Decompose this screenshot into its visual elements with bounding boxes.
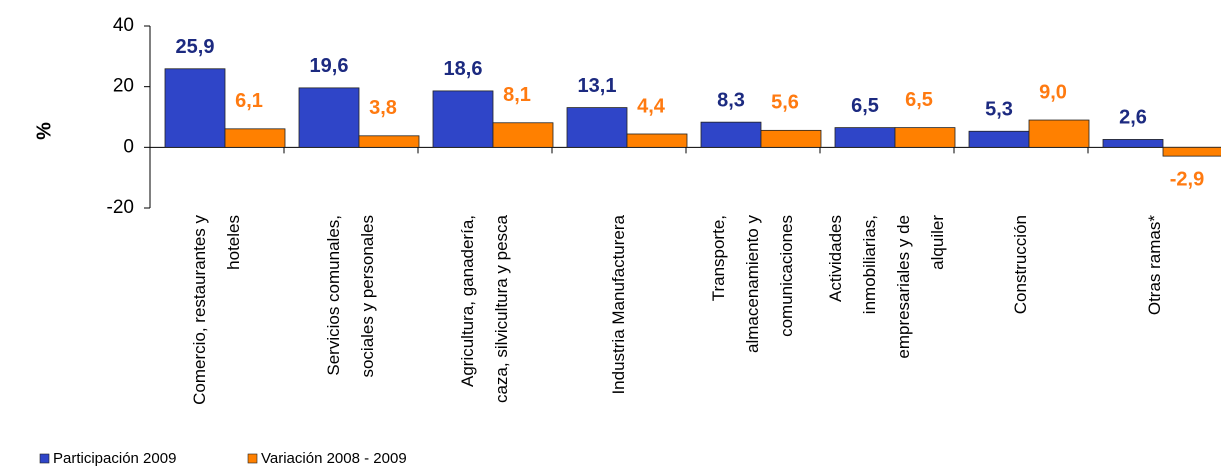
bar <box>1102 139 1164 148</box>
bar <box>968 130 1030 148</box>
value-label: 8,1 <box>503 84 531 106</box>
bar <box>432 90 494 148</box>
bar <box>1162 146 1221 157</box>
bar <box>700 121 762 148</box>
x-tick-label: Servicios comunales, sociales y personal… <box>324 215 377 378</box>
y-tick-label: 20 <box>113 76 134 97</box>
value-label: 9,0 <box>1039 81 1067 103</box>
value-label: 6,1 <box>235 90 263 112</box>
value-label: 4,4 <box>637 95 666 117</box>
y-tick-label: 0 <box>123 136 134 157</box>
x-tick-label: Otras ramas* <box>1145 215 1164 316</box>
bar <box>894 127 956 148</box>
y-axis-label: % <box>33 122 55 140</box>
value-label: 19,6 <box>310 55 349 77</box>
bar <box>224 128 286 148</box>
value-label: 6,5 <box>905 89 933 111</box>
bar <box>1028 119 1090 148</box>
value-label: 25,9 <box>176 36 215 58</box>
bar <box>566 107 628 148</box>
value-label: 18,6 <box>444 58 483 80</box>
legend-swatch <box>39 453 50 464</box>
value-label: 2,6 <box>1119 107 1147 129</box>
x-tick-label: Comercio, restaurantes y hoteles <box>190 215 243 405</box>
bar <box>298 87 360 148</box>
bar <box>760 129 822 148</box>
value-label: 6,5 <box>851 95 879 117</box>
bar <box>358 135 420 148</box>
bar <box>626 133 688 148</box>
value-label: 8,3 <box>717 89 745 111</box>
value-label: 5,3 <box>985 99 1013 121</box>
bar <box>834 127 896 148</box>
x-tick-label: Transporte, almacenamiento y comunicacio… <box>709 215 796 353</box>
value-label: 13,1 <box>578 75 617 97</box>
y-tick-label: -20 <box>107 197 134 218</box>
value-label: 3,8 <box>369 97 397 119</box>
bar <box>164 68 226 148</box>
y-tick-label: 40 <box>113 15 134 36</box>
x-tick-label: Actividades inmobiliarias, empresariales… <box>826 215 947 359</box>
value-label: -2,9 <box>1170 168 1204 190</box>
x-tick-label: Agricultura, ganadería, caza, silvicultu… <box>458 215 511 404</box>
bar <box>492 122 554 148</box>
legend-swatch <box>247 453 258 464</box>
x-tick-label: Industria Manufacturera <box>609 215 628 395</box>
legend-label: Participación 2009 <box>53 450 176 467</box>
legend-label: Variación 2008 - 2009 <box>261 450 407 467</box>
value-label: 5,6 <box>771 92 799 114</box>
x-tick-label: Construcción <box>1011 215 1030 315</box>
